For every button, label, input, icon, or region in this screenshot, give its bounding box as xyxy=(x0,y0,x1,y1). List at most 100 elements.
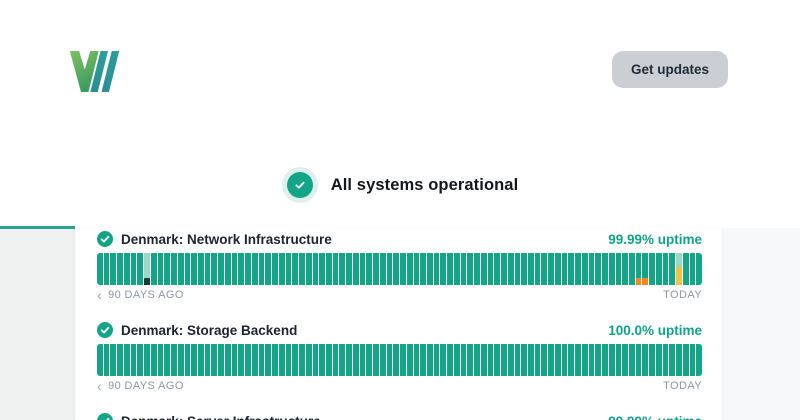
uptime-day-bar[interactable] xyxy=(218,253,224,285)
uptime-day-bar[interactable] xyxy=(191,344,198,376)
uptime-day-bar[interactable] xyxy=(305,253,312,285)
uptime-day-bar[interactable] xyxy=(467,344,474,376)
uptime-day-bar[interactable] xyxy=(103,253,110,285)
uptime-day-bar[interactable] xyxy=(649,344,655,376)
uptime-day-bar[interactable] xyxy=(352,344,359,376)
uptime-day-bar[interactable] xyxy=(568,344,575,376)
uptime-day-bar[interactable] xyxy=(453,344,460,376)
uptime-day-bar[interactable] xyxy=(123,253,130,285)
uptime-day-bar[interactable] xyxy=(285,344,292,376)
uptime-day-bar[interactable] xyxy=(258,344,265,376)
uptime-day-bar[interactable] xyxy=(447,344,453,376)
uptime-day-bar[interactable] xyxy=(231,253,238,285)
uptime-day-bar[interactable] xyxy=(278,253,285,285)
uptime-day-bar[interactable] xyxy=(689,253,696,285)
uptime-day-bar[interactable] xyxy=(137,344,144,376)
uptime-day-bar[interactable] xyxy=(224,253,231,285)
uptime-day-bar[interactable] xyxy=(460,253,467,285)
uptime-day-bar[interactable] xyxy=(669,253,676,285)
uptime-day-bar[interactable] xyxy=(548,344,554,376)
uptime-day-bar[interactable] xyxy=(110,344,117,376)
uptime-day-bar[interactable] xyxy=(655,344,662,376)
uptime-day-bar[interactable] xyxy=(110,253,117,285)
uptime-day-bar[interactable] xyxy=(581,253,588,285)
uptime-day-bar[interactable] xyxy=(171,344,177,376)
uptime-day-bar[interactable] xyxy=(487,253,494,285)
uptime-day-bar[interactable] xyxy=(245,344,251,376)
uptime-day-bar[interactable] xyxy=(696,344,702,376)
uptime-day-bar[interactable] xyxy=(460,344,467,376)
uptime-day-bar[interactable] xyxy=(346,344,352,376)
uptime-day-bar[interactable] xyxy=(474,253,480,285)
uptime-day-bar[interactable] xyxy=(561,253,568,285)
uptime-day-bar[interactable] xyxy=(184,344,191,376)
uptime-day-bar[interactable] xyxy=(406,253,413,285)
uptime-day-bar[interactable] xyxy=(635,253,642,285)
uptime-day-bar[interactable] xyxy=(602,253,608,285)
uptime-day-bar[interactable] xyxy=(494,344,501,376)
uptime-day-bar[interactable] xyxy=(413,253,420,285)
uptime-day-bar[interactable] xyxy=(359,253,366,285)
uptime-day-bar[interactable] xyxy=(272,253,278,285)
uptime-day-bar[interactable] xyxy=(501,344,507,376)
uptime-day-bar[interactable] xyxy=(198,253,204,285)
uptime-day-bar[interactable] xyxy=(359,344,366,376)
uptime-day-bar[interactable] xyxy=(453,253,460,285)
uptime-day-bar[interactable] xyxy=(507,344,514,376)
uptime-day-bar[interactable] xyxy=(191,253,198,285)
uptime-day-bar[interactable] xyxy=(528,253,534,285)
uptime-day-bar[interactable] xyxy=(548,253,554,285)
uptime-day-bar[interactable] xyxy=(117,344,123,376)
uptime-day-bar[interactable] xyxy=(534,344,541,376)
uptime-day-bar[interactable] xyxy=(164,253,171,285)
uptime-day-bar[interactable] xyxy=(629,253,635,285)
uptime-day-bar[interactable] xyxy=(642,253,649,285)
uptime-day-bar[interactable] xyxy=(251,253,258,285)
uptime-day-bar[interactable] xyxy=(238,344,245,376)
uptime-day-bar[interactable] xyxy=(204,344,211,376)
uptime-day-bar[interactable] xyxy=(608,253,615,285)
uptime-day-bar[interactable] xyxy=(272,344,278,376)
uptime-day-bar[interactable] xyxy=(265,253,272,285)
uptime-day-bar[interactable] xyxy=(541,344,548,376)
uptime-day-bar[interactable] xyxy=(541,253,548,285)
uptime-day-bar[interactable] xyxy=(689,344,696,376)
uptime-day-bar[interactable] xyxy=(575,253,581,285)
uptime-day-bar[interactable] xyxy=(117,253,123,285)
uptime-day-bar[interactable] xyxy=(534,253,541,285)
uptime-day-bar[interactable] xyxy=(319,344,325,376)
uptime-day-bar[interactable] xyxy=(366,253,373,285)
uptime-day-bar[interactable] xyxy=(123,344,130,376)
uptime-day-bar[interactable] xyxy=(393,253,400,285)
uptime-day-bar[interactable] xyxy=(305,344,312,376)
uptime-day-bar[interactable] xyxy=(602,344,608,376)
uptime-day-bar[interactable] xyxy=(662,344,669,376)
uptime-day-bar[interactable] xyxy=(299,344,305,376)
uptime-day-bar[interactable] xyxy=(561,344,568,376)
uptime-day-bar[interactable] xyxy=(554,253,561,285)
company-logo[interactable] xyxy=(68,51,121,92)
uptime-day-bar[interactable] xyxy=(426,344,433,376)
uptime-day-bar[interactable] xyxy=(608,344,615,376)
uptime-day-bar[interactable] xyxy=(662,253,669,285)
uptime-day-bar[interactable] xyxy=(581,344,588,376)
uptime-day-bar[interactable] xyxy=(379,344,386,376)
uptime-day-bar[interactable] xyxy=(373,344,379,376)
uptime-day-bar[interactable] xyxy=(379,253,386,285)
uptime-day-bar[interactable] xyxy=(696,253,702,285)
uptime-day-bar[interactable] xyxy=(245,253,251,285)
uptime-day-bar[interactable] xyxy=(258,253,265,285)
uptime-day-bar[interactable] xyxy=(400,253,406,285)
uptime-day-bar[interactable] xyxy=(642,344,649,376)
uptime-day-bar[interactable] xyxy=(467,253,474,285)
uptime-day-bar[interactable] xyxy=(413,344,420,376)
uptime-day-bar[interactable] xyxy=(487,344,494,376)
uptime-day-bar[interactable] xyxy=(433,253,440,285)
uptime-day-bar[interactable] xyxy=(480,253,487,285)
uptime-day-bar[interactable] xyxy=(211,253,218,285)
uptime-day-bar[interactable] xyxy=(332,344,339,376)
uptime-day-bar[interactable] xyxy=(177,344,184,376)
uptime-day-bar[interactable] xyxy=(480,344,487,376)
uptime-day-bar[interactable] xyxy=(474,344,480,376)
uptime-day-bar[interactable] xyxy=(521,253,527,285)
